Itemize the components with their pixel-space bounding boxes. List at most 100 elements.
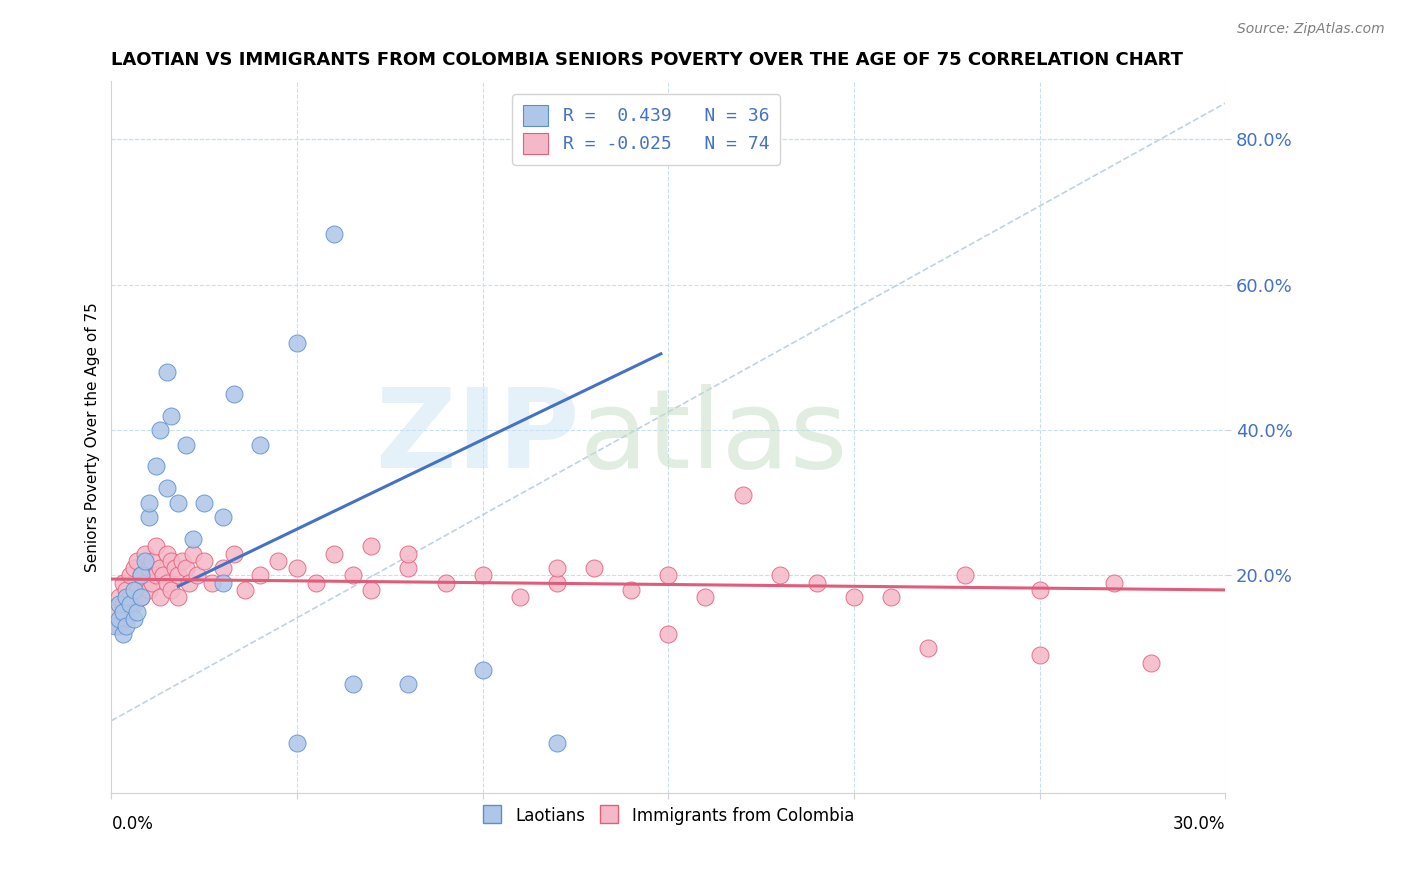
Point [233,582,256,597]
Point [122,582,145,597]
Point [731,488,754,502]
Point [115,619,138,633]
Point [193,496,215,510]
Point [108,598,131,612]
Point [134,554,156,568]
Point [111,575,134,590]
Point [267,554,290,568]
Point [806,575,828,590]
Point [167,591,190,605]
Point [127,605,149,619]
Point [170,554,193,568]
Point [156,547,179,561]
Point [249,437,271,451]
Point [342,568,364,582]
Point [546,735,568,749]
Point [880,591,903,605]
Point [118,568,141,582]
Point [181,532,204,546]
Point [695,591,717,605]
Point [167,568,190,582]
Point [285,335,308,350]
Point [122,612,145,626]
Text: 30.0%: 30.0% [1173,815,1225,833]
Point [174,561,197,575]
Point [342,677,364,691]
Point [129,568,152,582]
Point [360,539,382,553]
Point [159,554,181,568]
Point [141,554,163,568]
Point [149,561,172,575]
Point [104,605,127,619]
Text: Source: ZipAtlas.com: Source: ZipAtlas.com [1237,22,1385,37]
Text: LAOTIAN VS IMMIGRANTS FROM COLOMBIA SENIORS POVERTY OVER THE AGE OF 75 CORRELATI: LAOTIAN VS IMMIGRANTS FROM COLOMBIA SENI… [111,51,1184,69]
Point [222,386,245,401]
Point [145,459,167,474]
Point [509,591,531,605]
Point [122,598,145,612]
Point [138,510,160,524]
Point [657,626,679,640]
Point [546,561,568,575]
Point [115,612,138,626]
Point [471,663,494,677]
Point [159,409,181,423]
Point [222,547,245,561]
Point [1028,582,1050,597]
Point [129,568,152,582]
Point [398,547,420,561]
Point [138,561,160,575]
Point [115,591,138,605]
Point [546,575,568,590]
Point [955,568,977,582]
Point [129,591,152,605]
Point [138,496,160,510]
Y-axis label: Seniors Poverty Over the Age of 75: Seniors Poverty Over the Age of 75 [86,302,100,573]
Point [193,554,215,568]
Point [471,568,494,582]
Point [127,582,149,597]
Text: 0.0%: 0.0% [111,815,153,833]
Point [111,605,134,619]
Point [134,547,156,561]
Point [108,619,131,633]
Point [285,735,308,749]
Point [360,582,382,597]
Point [115,582,138,597]
Point [211,575,233,590]
Point [118,598,141,612]
Point [134,575,156,590]
Point [167,496,190,510]
Point [842,591,865,605]
Point [122,561,145,575]
Point [181,547,204,561]
Point [127,554,149,568]
Point [201,575,224,590]
Point [141,575,163,590]
Point [108,612,131,626]
Point [104,619,127,633]
Point [304,575,326,590]
Point [657,568,679,582]
Text: ZIP: ZIP [375,384,579,491]
Point [249,568,271,582]
Legend: Laotians, Immigrants from Colombia: Laotians, Immigrants from Colombia [475,800,862,831]
Point [1028,648,1050,663]
Point [118,591,141,605]
Point [149,423,172,437]
Point [211,561,233,575]
Point [145,568,167,582]
Point [163,561,186,575]
Point [156,575,179,590]
Point [769,568,792,582]
Point [285,561,308,575]
Point [149,591,172,605]
Point [152,568,174,582]
Point [156,481,179,495]
Point [138,582,160,597]
Point [398,677,420,691]
Point [159,582,181,597]
Point [211,510,233,524]
Point [323,227,346,241]
